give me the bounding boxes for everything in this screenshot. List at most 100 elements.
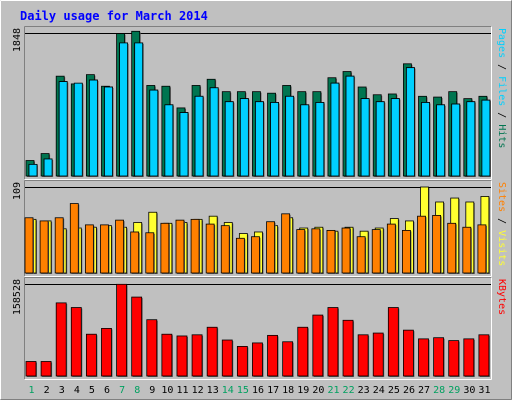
day-label: 25: [388, 385, 400, 396]
bar-kbytes: [176, 335, 188, 377]
bar-sites: [54, 217, 64, 274]
bar-pages: [224, 101, 234, 177]
bar-pages: [119, 42, 128, 177]
day-label: 10: [161, 385, 173, 396]
bar-sites: [175, 219, 185, 274]
bar-pages: [330, 82, 340, 177]
bar-pages: [88, 79, 98, 177]
bar-kbytes: [372, 332, 384, 377]
bar-sites: [160, 222, 170, 274]
bar-kbytes: [236, 346, 248, 377]
bar-sites: [130, 231, 140, 274]
bar-pages: [209, 87, 219, 177]
bar-pages: [28, 163, 38, 177]
panel-0-series-label-part: Hits: [496, 124, 507, 148]
bar-kbytes: [387, 307, 399, 377]
bar-sites: [266, 221, 275, 274]
bar-sites: [432, 215, 442, 274]
bar-sites: [462, 226, 472, 274]
bar-kbytes: [448, 340, 460, 377]
bar-kbytes: [131, 296, 143, 377]
panel-0-series-label-part: Pages: [496, 28, 507, 58]
bar-sites: [311, 228, 321, 274]
bar-pages: [239, 98, 249, 177]
bar-kbytes: [25, 361, 37, 377]
bar-pages: [360, 98, 370, 177]
bar-pages: [194, 95, 204, 177]
bar-kbytes: [101, 328, 112, 377]
bar-sites: [205, 223, 215, 274]
panel-2-ymax-label: 158528: [12, 279, 23, 315]
day-label: 21: [327, 385, 339, 396]
bar-pages: [345, 75, 355, 177]
day-label: 12: [192, 385, 204, 396]
bar-kbytes: [116, 283, 127, 377]
bar-kbytes: [206, 326, 218, 377]
bar-sites: [100, 224, 109, 274]
panel-0-series-label-part: Files: [496, 76, 507, 106]
day-label: 20: [312, 385, 324, 396]
bar-pages: [375, 101, 385, 177]
bar-kbytes: [478, 334, 490, 377]
bar-kbytes: [342, 319, 354, 377]
panel-0-ymax-label: 1848: [12, 28, 23, 52]
panel-2-series-label-part: KBytes: [496, 279, 507, 315]
bar-sites: [24, 217, 34, 274]
bar-sites: [386, 223, 396, 274]
bar-pages: [149, 89, 159, 177]
bar-sites: [190, 218, 200, 274]
bar-sites: [296, 229, 306, 274]
day-label: 23: [358, 385, 370, 396]
bar-kbytes: [161, 333, 173, 377]
day-label: 9: [149, 385, 155, 396]
bar-sites: [402, 229, 411, 274]
bar-pages: [73, 82, 83, 177]
bar-sites: [39, 220, 49, 274]
panel-1-series-label-part: Sites: [496, 182, 507, 212]
bar-sites: [341, 227, 351, 274]
bar-pages: [315, 102, 325, 177]
bar-pages: [270, 102, 279, 177]
bar-pages: [421, 102, 430, 177]
bar-kbytes: [403, 329, 414, 377]
day-label: 7: [119, 385, 125, 396]
day-label: 14: [222, 385, 234, 396]
bar-kbytes: [40, 361, 52, 377]
bar-sites: [235, 237, 245, 274]
day-label: 11: [176, 385, 188, 396]
day-label: 3: [59, 385, 65, 396]
bar-kbytes: [433, 337, 445, 377]
day-label: 16: [252, 385, 264, 396]
day-label: 31: [478, 385, 490, 396]
day-label: 13: [207, 385, 219, 396]
bar-sites: [84, 224, 94, 274]
panel-1-series-label-part: /: [496, 212, 507, 230]
bar-pages: [406, 67, 415, 177]
day-label: 4: [74, 385, 80, 396]
bar-sites: [417, 215, 426, 274]
bar-sites: [220, 225, 230, 274]
bar-sites: [447, 222, 457, 274]
bar-pages: [43, 158, 53, 177]
bar-kbytes: [418, 338, 429, 377]
panel-1-series-label-part: Visits: [496, 230, 507, 266]
bar-kbytes: [282, 341, 294, 377]
panel-1-ymax-label: 109: [12, 182, 23, 200]
bar-pages: [451, 103, 461, 177]
day-label: 26: [403, 385, 415, 396]
bar-kbytes: [191, 334, 203, 377]
day-label: 19: [297, 385, 309, 396]
bar-kbytes: [357, 334, 369, 377]
day-label: 5: [89, 385, 95, 396]
day-label: 8: [134, 385, 140, 396]
bar-kbytes: [327, 307, 339, 377]
bar-pages: [164, 104, 174, 177]
bar-sites: [371, 229, 381, 274]
bar-kbytes: [297, 326, 309, 377]
bar-sites: [69, 203, 79, 274]
bar-pages: [436, 104, 446, 177]
panel-0-series-label: Pages / Files / Hits: [496, 28, 507, 148]
bar-kbytes: [252, 342, 263, 377]
bar-sites: [115, 219, 124, 274]
